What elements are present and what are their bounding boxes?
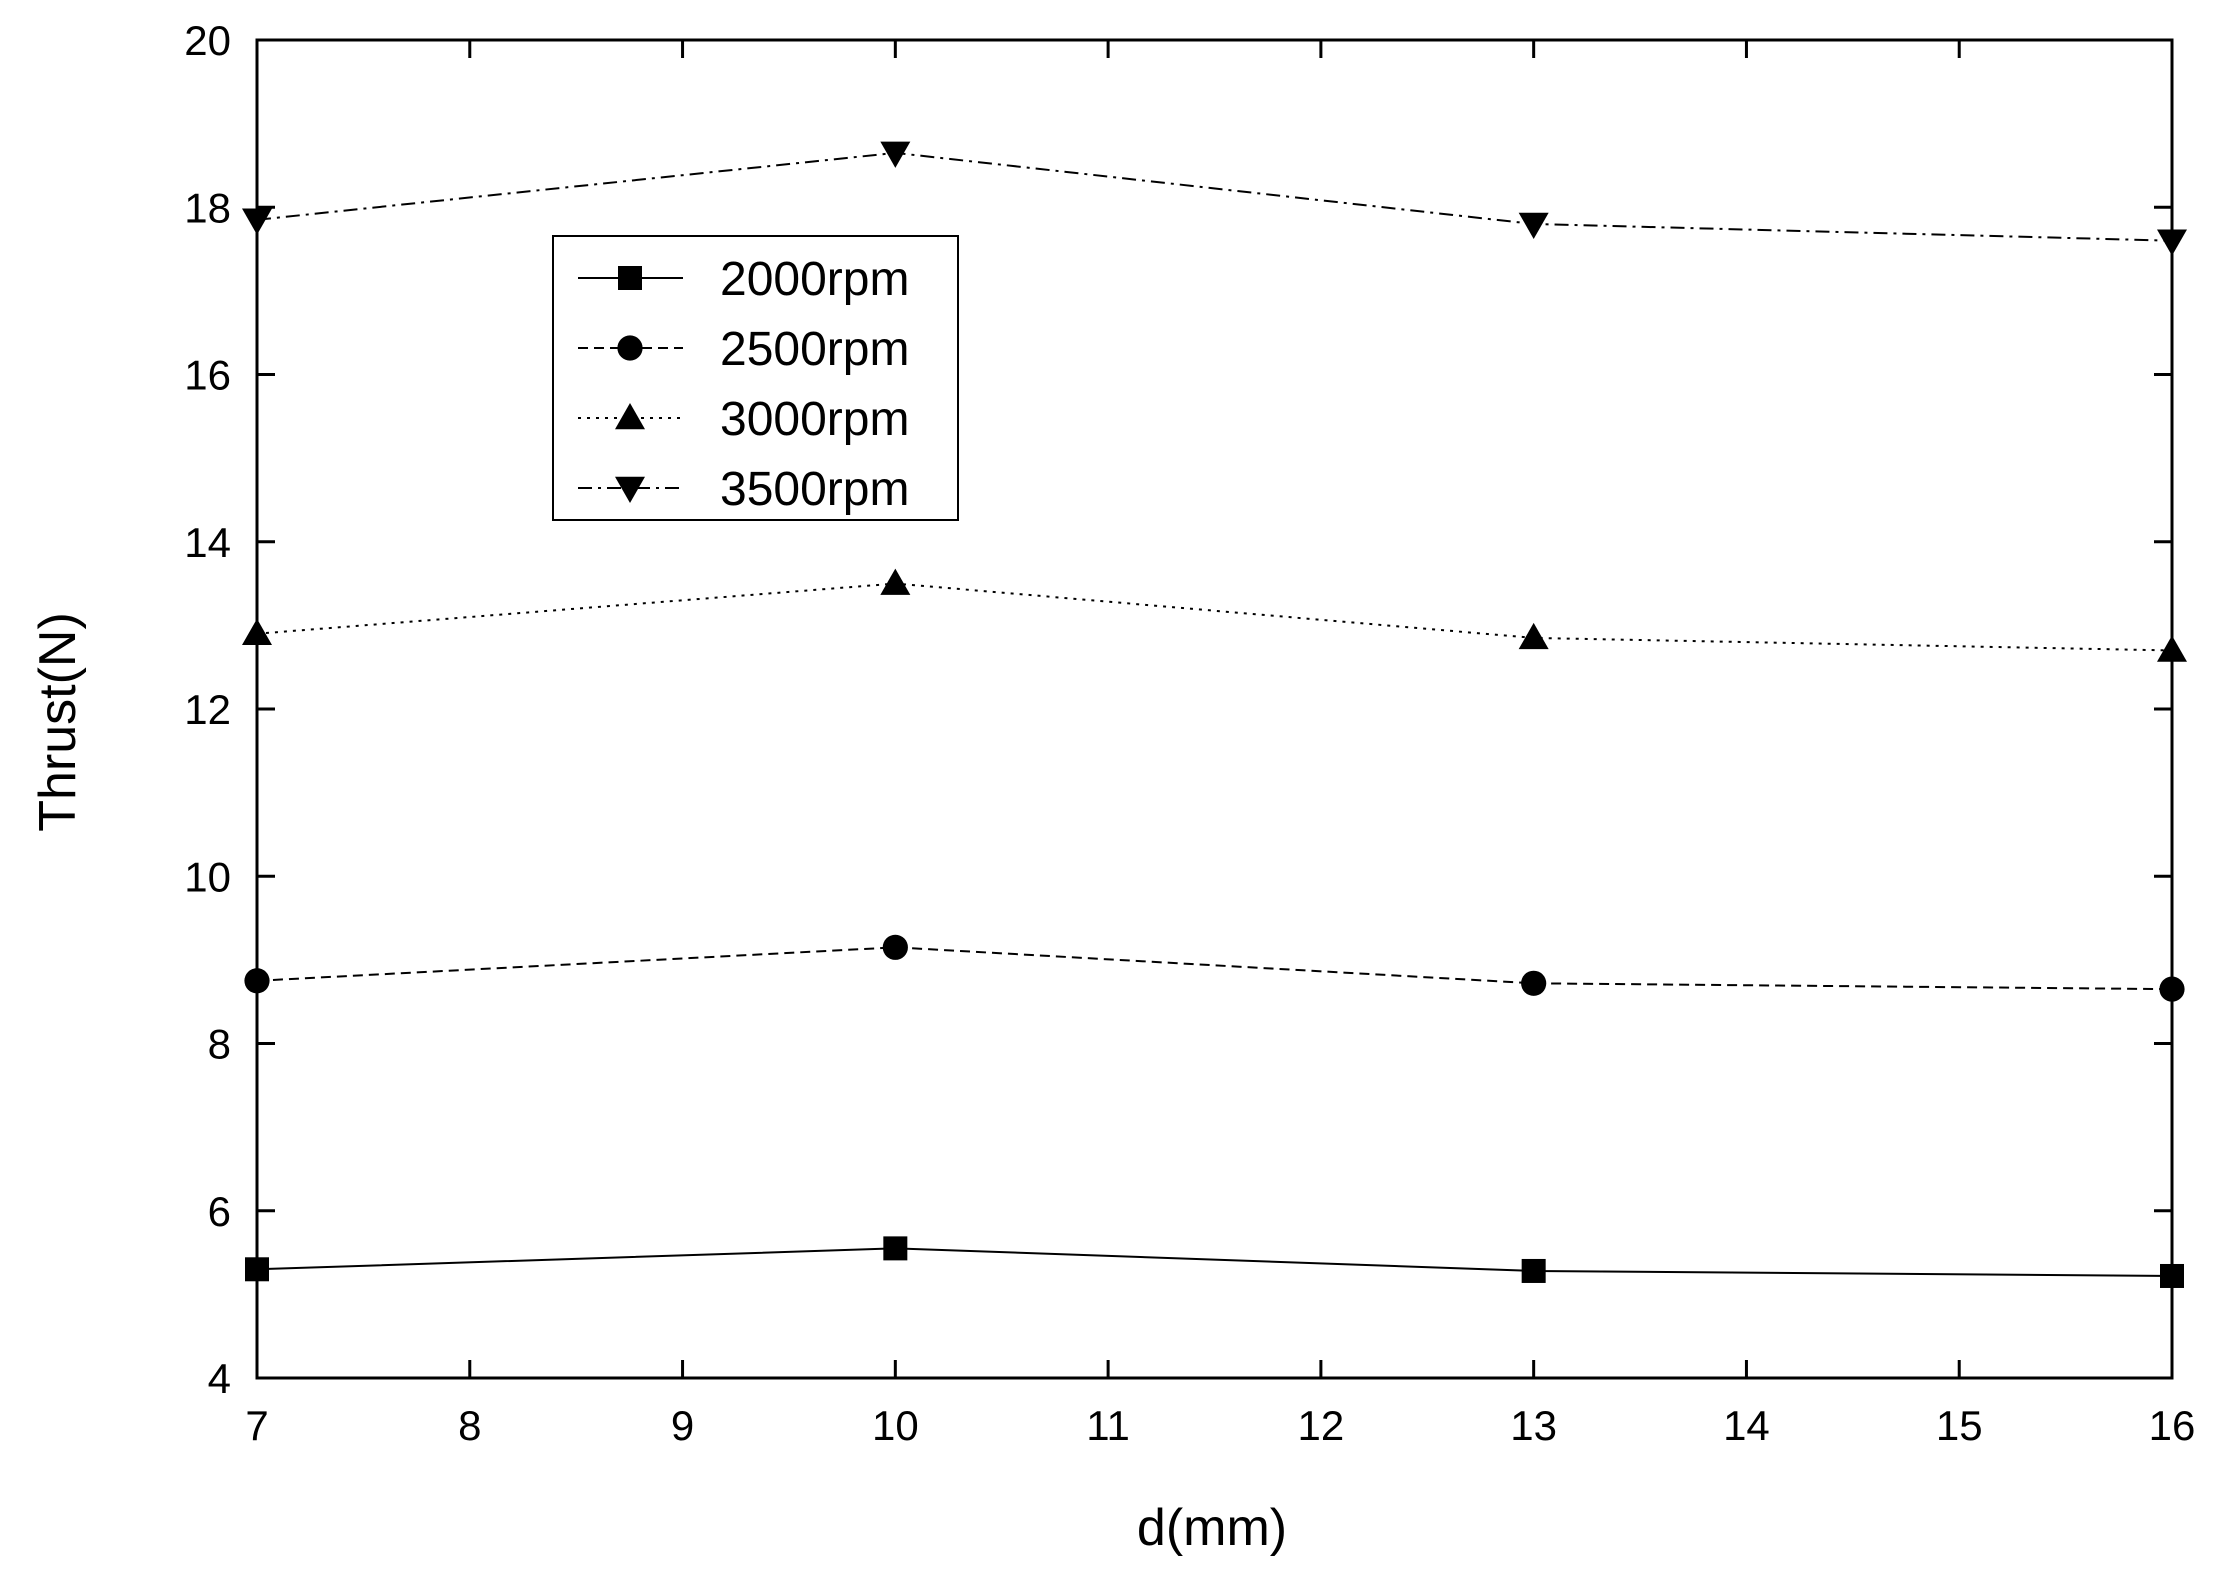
data-point — [1518, 622, 1549, 650]
series-3000rpm — [242, 568, 2187, 662]
legend-label: 3500rpm — [720, 463, 909, 516]
data-point — [2157, 635, 2187, 662]
legend-label: 3000rpm — [720, 393, 909, 446]
data-point — [883, 1236, 908, 1261]
y-tick-label: 16 — [184, 352, 231, 399]
legend-label: 2500rpm — [720, 323, 909, 376]
x-tick-label: 10 — [872, 1402, 919, 1449]
series-2500rpm — [244, 934, 2185, 1002]
data-point — [2157, 229, 2187, 256]
data-point — [1521, 970, 1547, 996]
series-line — [256, 582, 2173, 652]
legend-item: 3500rpm — [578, 463, 909, 516]
legend-marker — [618, 266, 642, 290]
legend-label: 2000rpm — [720, 253, 909, 306]
series-3500rpm — [242, 141, 2187, 256]
y-tick-label: 18 — [184, 184, 231, 231]
y-tick-label: 14 — [184, 519, 231, 566]
x-tick-label: 14 — [1723, 1402, 1770, 1449]
series-line — [256, 946, 2173, 991]
legend: 2000rpm 2500rpm 3000rpm 3500rpm — [552, 235, 959, 521]
series-line — [256, 151, 2173, 242]
data-point — [244, 968, 270, 994]
axes: 7 8 9 10 11 12 13 14 15 16 4 6 8 10 12 14 16 18 20 — [184, 17, 2195, 1449]
y-tick-label: 8 — [208, 1021, 231, 1068]
y-tick-label: 6 — [208, 1188, 231, 1235]
y-tick-label: 20 — [184, 17, 231, 64]
x-tick-label: 16 — [2149, 1402, 2196, 1449]
plot-area — [255, 38, 2174, 1380]
data-point — [882, 934, 908, 960]
x-tick-label: 8 — [458, 1402, 481, 1449]
data-point — [242, 618, 272, 645]
data-point — [880, 568, 911, 595]
data-point — [2160, 1263, 2184, 1288]
x-tick-label: 11 — [1086, 1402, 1130, 1449]
legend-marker — [615, 476, 645, 503]
x-tick-label: 9 — [671, 1402, 694, 1449]
legend-marker — [615, 403, 645, 430]
series-group — [242, 141, 2187, 1288]
data-point — [242, 208, 272, 235]
x-tick-label: 12 — [1298, 1402, 1345, 1449]
x-tick-label: 13 — [1510, 1402, 1557, 1449]
x-axis-label: d(mm) — [1137, 1499, 1287, 1557]
plot-frame — [255, 38, 2174, 1380]
series-line — [256, 1247, 2173, 1277]
data-point — [1521, 1258, 1546, 1283]
x-tick-label: 15 — [1936, 1402, 1983, 1449]
series-2000rpm — [245, 1236, 2184, 1288]
y-axis-label: Thrust(N) — [29, 612, 87, 832]
data-point — [2159, 976, 2185, 1002]
legend-marker — [617, 335, 643, 361]
legend-item: 2000rpm — [578, 253, 909, 306]
data-point — [1518, 212, 1549, 239]
y-tick-label: 4 — [208, 1355, 231, 1402]
legend-item: 2500rpm — [578, 323, 909, 376]
data-point — [880, 141, 911, 168]
y-tick-label: 10 — [184, 853, 231, 900]
x-tick-label: 7 — [245, 1402, 268, 1449]
legend-item: 3000rpm — [578, 393, 909, 446]
y-tick-label: 12 — [184, 686, 231, 733]
data-point — [245, 1257, 269, 1282]
